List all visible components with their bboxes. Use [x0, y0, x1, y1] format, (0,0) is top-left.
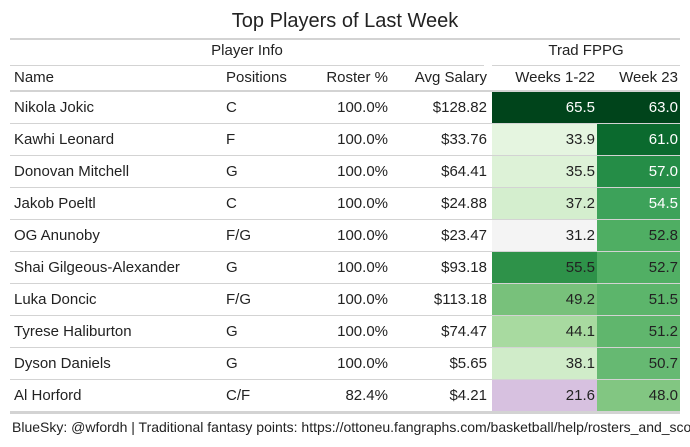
player-fppg-weeks-1-22: 38.1 [492, 348, 597, 379]
player-fppg-weeks-1-22: 37.2 [492, 188, 597, 219]
player-positions: F/G [226, 291, 251, 308]
player-fppg-week-23: 50.7 [597, 348, 680, 379]
player-roster-pct: 100.0% [337, 259, 388, 276]
player-fppg-week-23: 57.0 [597, 156, 680, 187]
header-avg-salary: Avg Salary [414, 69, 487, 86]
player-name: Tyrese Haliburton [14, 323, 132, 340]
table-row: Shai Gilgeous-Alexander G 100.0% $93.18 55.5… [10, 252, 680, 284]
group-player-info: Player Info [10, 40, 484, 66]
player-positions: G [226, 355, 238, 372]
player-roster-pct: 100.0% [337, 163, 388, 180]
title-divider [10, 38, 680, 40]
player-fppg-weeks-1-22: 55.5 [492, 252, 597, 283]
player-name: Jakob Poeltl [14, 195, 96, 212]
player-fppg-weeks-1-22: 44.1 [492, 316, 597, 347]
player-avg-salary: $4.21 [449, 387, 487, 404]
player-fppg-week-23: 61.0 [597, 124, 680, 155]
table-row: Tyrese Haliburton G 100.0% $74.47 44.1 51.2 [10, 316, 680, 348]
player-avg-salary: $33.76 [441, 131, 487, 148]
player-positions: C [226, 195, 237, 212]
player-avg-salary: $23.47 [441, 227, 487, 244]
player-name: Nikola Jokic [14, 99, 95, 116]
player-avg-salary: $5.65 [449, 355, 487, 372]
player-positions: C [226, 99, 237, 116]
header-positions: Positions [226, 69, 287, 86]
player-avg-salary: $64.41 [441, 163, 487, 180]
player-fppg-week-23: 51.2 [597, 316, 680, 347]
table-body: Nikola Jokic C 100.0% $128.82 65.5 63.0 Kawhi … [10, 92, 680, 412]
table-row: Donovan Mitchell G 100.0% $64.41 35.5 57.0 [10, 156, 680, 188]
column-group-header: Player Info Trad FPPG [10, 40, 680, 66]
header-weeks-1-22: Weeks 1-22 [515, 69, 595, 86]
player-avg-salary: $128.82 [432, 99, 487, 116]
column-header-row: Name Positions Roster % Avg Salary Weeks… [10, 66, 680, 92]
table-title: Top Players of Last Week [231, 10, 459, 32]
footer-divider [10, 412, 680, 414]
player-fppg-weeks-1-22: 31.2 [492, 220, 597, 251]
player-fppg-weeks-1-22: 65.5 [492, 92, 597, 123]
player-roster-pct: 82.4% [345, 387, 388, 404]
player-fppg-week-23: 54.5 [597, 188, 680, 219]
player-positions: F/G [226, 227, 251, 244]
player-fppg-week-23: 48.0 [597, 380, 680, 411]
table-row: Jakob Poeltl C 100.0% $24.88 37.2 54.5 [10, 188, 680, 220]
player-fppg-week-23: 63.0 [597, 92, 680, 123]
header-roster: Roster % [326, 69, 388, 86]
group-trad-fppg: Trad FPPG [492, 40, 680, 66]
player-name: Al Horford [14, 387, 82, 404]
player-roster-pct: 100.0% [337, 291, 388, 308]
header-week-23: Week 23 [619, 69, 678, 86]
player-roster-pct: 100.0% [337, 323, 388, 340]
player-roster-pct: 100.0% [337, 195, 388, 212]
player-positions: C/F [226, 387, 251, 404]
player-name: Dyson Daniels [14, 355, 111, 372]
player-roster-pct: 100.0% [337, 99, 388, 116]
player-avg-salary: $113.18 [433, 291, 487, 308]
player-avg-salary: $24.88 [441, 195, 487, 212]
player-name: OG Anunoby [14, 227, 100, 244]
source-note: BlueSky: @wfordh | Traditional fantasy p… [12, 419, 690, 435]
table-row: Nikola Jokic C 100.0% $128.82 65.5 63.0 [10, 92, 680, 124]
player-fppg-week-23: 51.5 [597, 284, 680, 315]
table-row: Dyson Daniels G 100.0% $5.65 38.1 50.7 [10, 348, 680, 380]
player-name: Donovan Mitchell [14, 163, 130, 180]
player-positions: G [226, 323, 238, 340]
player-name: Luka Doncic [14, 291, 97, 308]
player-roster-pct: 100.0% [337, 355, 388, 372]
player-fppg-weeks-1-22: 33.9 [492, 124, 597, 155]
player-fppg-week-23: 52.8 [597, 220, 680, 251]
table-row: Al Horford C/F 82.4% $4.21 21.6 48.0 [10, 380, 680, 412]
player-roster-pct: 100.0% [337, 227, 388, 244]
table-row: OG Anunoby F/G 100.0% $23.47 31.2 52.8 [10, 220, 680, 252]
player-positions: G [226, 259, 238, 276]
player-avg-salary: $74.47 [441, 323, 487, 340]
table-row: Kawhi Leonard F 100.0% $33.76 33.9 61.0 [10, 124, 680, 156]
player-fppg-weeks-1-22: 21.6 [492, 380, 597, 411]
player-name: Shai Gilgeous-Alexander [14, 259, 180, 276]
table-row: Luka Doncic F/G 100.0% $113.18 49.2 51.5 [10, 284, 680, 316]
player-positions: F [226, 131, 236, 148]
player-fppg-weeks-1-22: 49.2 [492, 284, 597, 315]
player-name: Kawhi Leonard [14, 131, 115, 148]
player-roster-pct: 100.0% [337, 131, 388, 148]
player-positions: G [226, 163, 238, 180]
player-fppg-week-23: 52.7 [597, 252, 680, 283]
player-avg-salary: $93.18 [441, 259, 487, 276]
header-name: Name [14, 69, 55, 86]
player-fppg-weeks-1-22: 35.5 [492, 156, 597, 187]
